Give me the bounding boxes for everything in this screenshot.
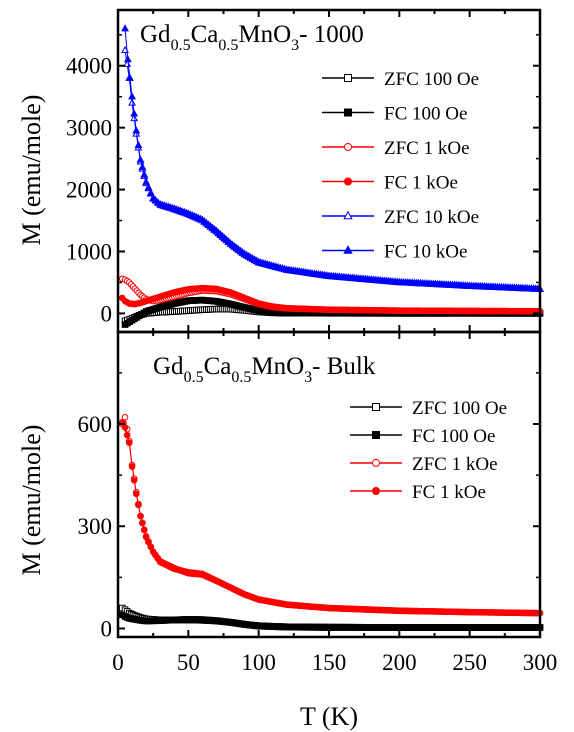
data-point [140,170,149,178]
legend-label: ZFC 10 kOe [384,207,479,228]
data-point [137,512,144,520]
data-point [138,162,147,171]
data-point [123,55,132,63]
y-tick-label: 4000 [66,54,112,79]
legend-item: FC 100 Oe [350,426,495,447]
data-point [125,439,133,447]
legend-item: FC 10 kOe [322,242,467,263]
data-point [121,424,129,431]
data-point [134,140,143,149]
series-line [121,422,541,614]
y-tick-label: 300 [78,514,113,539]
legend-item: ZFC 100 Oe [350,398,507,419]
y-tick-label: 0 [101,301,113,326]
legend-marker [344,74,352,82]
legend-marker [372,487,380,495]
legend-label: ZFC 100 Oe [384,69,479,90]
legend-label: ZFC 1 kOe [384,138,470,159]
data-point [121,413,129,421]
legend-label: ZFC 1 kOe [412,454,498,475]
legend-label: FC 1 kOe [412,482,486,503]
legend-marker [344,177,352,186]
x-tick-label: 100 [241,650,276,675]
data-point [126,73,134,81]
x-tick-label: 0 [112,650,124,675]
y-tick-label: 600 [78,412,113,437]
data-point [130,113,139,122]
top-y-axis-label: M (emu/mole) [17,95,46,246]
x-tick-label: 150 [312,650,347,675]
series-fc-1-koe [118,419,544,617]
data-point [135,501,142,509]
data-point [144,183,153,191]
series-fc-1-koe [118,284,544,315]
legend-marker [372,431,380,439]
data-point [132,126,141,134]
data-point [121,24,129,32]
legend-label: FC 100 Oe [412,426,495,447]
legend-item: ZFC 1 kOe [350,454,498,475]
top-plot-area [118,24,544,328]
bottom-ticks: 0 300 600 [78,332,541,641]
legend-marker [343,245,353,254]
data-point [128,92,136,100]
y-tick-label: 2000 [66,178,112,203]
legend-label: FC 1 kOe [384,173,458,194]
legend-item: FC 100 Oe [322,104,467,125]
legend-label: FC 100 Oe [384,104,467,125]
legend-marker [344,143,352,151]
x-axis-ticks: 0 50 100 150 200 250 300 [112,650,557,675]
legend-item: FC 1 kOe [322,173,458,194]
legend-label: ZFC 100 Oe [412,398,507,419]
top-legend: ZFC 100 Oe FC 100 Oe ZFC 1 kOe FC 1 kOe ZFC … [322,69,479,263]
bottom-plot-area [118,413,544,631]
legend-item: FC 1 kOe [350,482,486,503]
legend-marker [372,459,380,467]
data-point [130,109,139,117]
y-tick-label: 0 [101,616,113,641]
x-axis-label: T (K) [300,702,358,731]
x-tick-label: 250 [452,650,487,675]
data-point [123,431,131,439]
data-point [139,519,146,527]
top-panel-title: Gd0.5Ca0.5MnO3- 1000 [140,21,364,54]
y-tick-label: 1000 [66,240,112,265]
top-ticks: 0 1000 2000 3000 4000 [66,10,541,332]
series-fc-10-koe [121,24,544,292]
data-point [128,98,136,106]
data-point [130,476,138,484]
x-tick-label: 300 [523,650,558,675]
bottom-y-axis-label: M (emu/mole) [17,425,46,576]
x-tick-label: 200 [382,650,417,675]
x-tick-label: 50 [177,650,200,675]
data-point [132,490,140,498]
y-tick-label: 3000 [66,116,112,141]
series-zfc-10-koe [121,45,544,293]
legend-label: FC 10 kOe [384,242,467,263]
top-panel: 0 1000 2000 3000 4000 Gd0.5Ca0.5MnO3- 1000 Z… [17,8,544,334]
series-fc-100-oe [118,611,544,631]
data-point [128,463,136,470]
data-point [136,155,145,163]
data-point [142,177,151,185]
legend-item: ZFC 10 kOe [322,207,479,228]
legend-marker [344,108,352,117]
data-point [140,526,148,534]
bottom-panel-title: Gd0.5Ca0.5MnO3- Bulk [153,353,376,386]
legend-marker [343,210,353,220]
legend-item: ZFC 1 kOe [322,138,470,159]
legend-marker [372,403,380,411]
data-point [146,188,155,196]
legend-item: ZFC 100 Oe [322,69,479,90]
bottom-legend: ZFC 100 Oe FC 100 Oe ZFC 1 kOe FC 1 kOe [350,398,507,503]
bottom-panel: 0 300 600 Gd0.5Ca0.5MnO3- Bulk ZFC 100 Oe F… [17,330,544,641]
